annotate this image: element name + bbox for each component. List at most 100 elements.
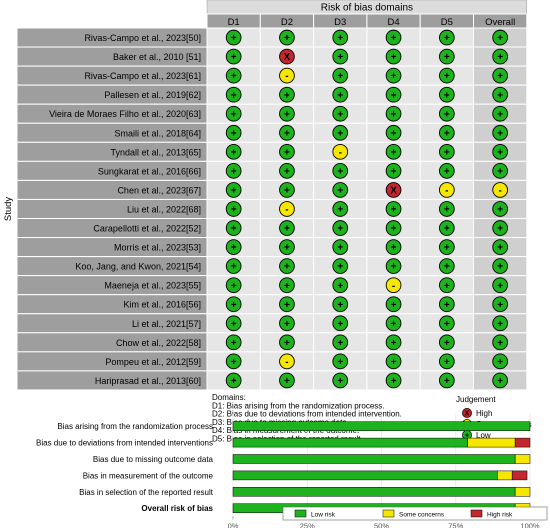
bar-category-label: Bias in selection of the reported result (79, 488, 214, 497)
rating-symbol: + (337, 262, 343, 273)
rating-low-marker (279, 163, 295, 179)
rating-symbol: + (337, 319, 343, 330)
rating-symbol: + (337, 300, 343, 311)
bar-category-label: Bias due to missing outcome data (93, 455, 214, 464)
rating-low-marker (225, 124, 242, 141)
rating-symbol: + (391, 376, 397, 387)
rating-low-marker (385, 124, 402, 141)
rating-symbol: + (444, 243, 450, 254)
rating-symbol: - (498, 186, 501, 197)
rating-symbol: + (497, 224, 503, 235)
rating-low-marker (279, 29, 295, 46)
rating-low-marker (332, 29, 349, 46)
judgement-heading: Judgement (456, 395, 496, 404)
rating-symbol: + (497, 281, 503, 292)
rating-symbol: + (444, 281, 450, 292)
rating-low-marker (385, 163, 402, 179)
rating-symbol: + (284, 224, 290, 235)
rating-low-marker (492, 334, 509, 351)
study-label: Smaili et al., 2018[64] (114, 128, 201, 138)
rating-symbol: + (497, 300, 503, 311)
rating-high-marker (385, 182, 402, 198)
rating-low-marker (279, 86, 295, 103)
rating-symbol: + (337, 166, 343, 177)
bar-segment-low-risk (232, 470, 498, 481)
rating-low-marker (225, 353, 242, 370)
rating-symbol: + (444, 109, 450, 120)
rating-low-marker (385, 239, 402, 255)
rating-low-marker (492, 48, 509, 65)
rating-symbol: + (284, 262, 290, 273)
rating-symbol: + (337, 186, 343, 197)
rating-symbol: + (497, 338, 503, 349)
rating-low-marker (279, 239, 295, 255)
rating-low-marker (279, 296, 295, 313)
rating-symbol: + (337, 90, 343, 101)
rating-low-marker (492, 277, 509, 294)
rating-symbol: X (390, 186, 397, 197)
rating-low-marker (225, 372, 242, 389)
rating-low-marker (385, 86, 402, 103)
domains-heading: Domains: (212, 393, 246, 402)
rating-low-marker (439, 201, 455, 217)
rating-some-marker (385, 277, 402, 294)
domain-header-d1: D1 (228, 17, 240, 28)
rating-low-marker (332, 124, 349, 141)
rating-low-marker (225, 239, 242, 255)
rating-symbol: - (339, 147, 342, 158)
rating-symbol: + (391, 71, 397, 82)
rating-symbol: + (444, 71, 450, 82)
rating-symbol: + (497, 128, 503, 139)
rating-low-marker (492, 163, 509, 179)
rating-low-marker (332, 220, 349, 236)
rating-symbol: + (391, 357, 397, 368)
domain-header-d5: D5 (441, 17, 453, 28)
rating-symbol: + (231, 262, 237, 273)
rating-symbol: + (337, 128, 343, 139)
rating-low-marker (225, 105, 242, 122)
rating-low-marker (492, 353, 509, 370)
legend-high-label: High (476, 409, 492, 418)
rating-low-marker (492, 239, 509, 255)
rating-symbol: + (284, 166, 290, 177)
rating-low-marker (225, 143, 242, 160)
rating-symbol: + (391, 52, 397, 63)
rating-symbol: + (337, 71, 343, 82)
rating-low-marker (332, 239, 349, 255)
rating-low-marker (225, 29, 242, 46)
domain-header-overall: Overall (485, 17, 515, 28)
bar-segment-low-risk (232, 487, 516, 497)
rating-low-marker (439, 315, 455, 332)
rating-symbol: + (444, 205, 450, 216)
rating-low-marker (492, 29, 509, 46)
rating-symbol: + (391, 128, 397, 139)
rating-symbol: + (231, 109, 237, 120)
rating-symbol: + (231, 147, 237, 158)
rating-symbol: + (284, 243, 290, 254)
study-label: Koo, Jang, and Kwon, 2021[54] (75, 262, 201, 272)
rating-symbol: + (337, 109, 343, 120)
rating-low-marker (332, 86, 349, 103)
rating-low-marker (225, 86, 242, 103)
rating-low-marker (385, 105, 402, 122)
rating-symbol: + (444, 338, 450, 349)
rating-symbol: + (337, 357, 343, 368)
rating-symbol: X (284, 52, 291, 63)
rating-symbol: + (284, 300, 290, 311)
rating-low-marker (492, 124, 509, 141)
study-label: Hariprasad et al., 2013[60] (95, 376, 201, 386)
study-label: Sungkarat et al., 2016[66] (98, 166, 201, 176)
bar-segment-high-risk (511, 470, 528, 481)
rating-low-marker (225, 220, 242, 236)
rating-symbol: + (391, 205, 397, 216)
rating-some-marker (492, 182, 509, 198)
rating-low-marker (279, 372, 295, 389)
rating-symbol: + (337, 205, 343, 216)
rating-symbol: + (497, 109, 503, 120)
rating-symbol: + (391, 90, 397, 101)
rating-symbol: + (231, 243, 237, 254)
rating-some-marker (332, 143, 349, 160)
rating-low-marker (225, 258, 242, 274)
rating-symbol: + (231, 90, 237, 101)
rating-symbol: + (444, 319, 450, 330)
